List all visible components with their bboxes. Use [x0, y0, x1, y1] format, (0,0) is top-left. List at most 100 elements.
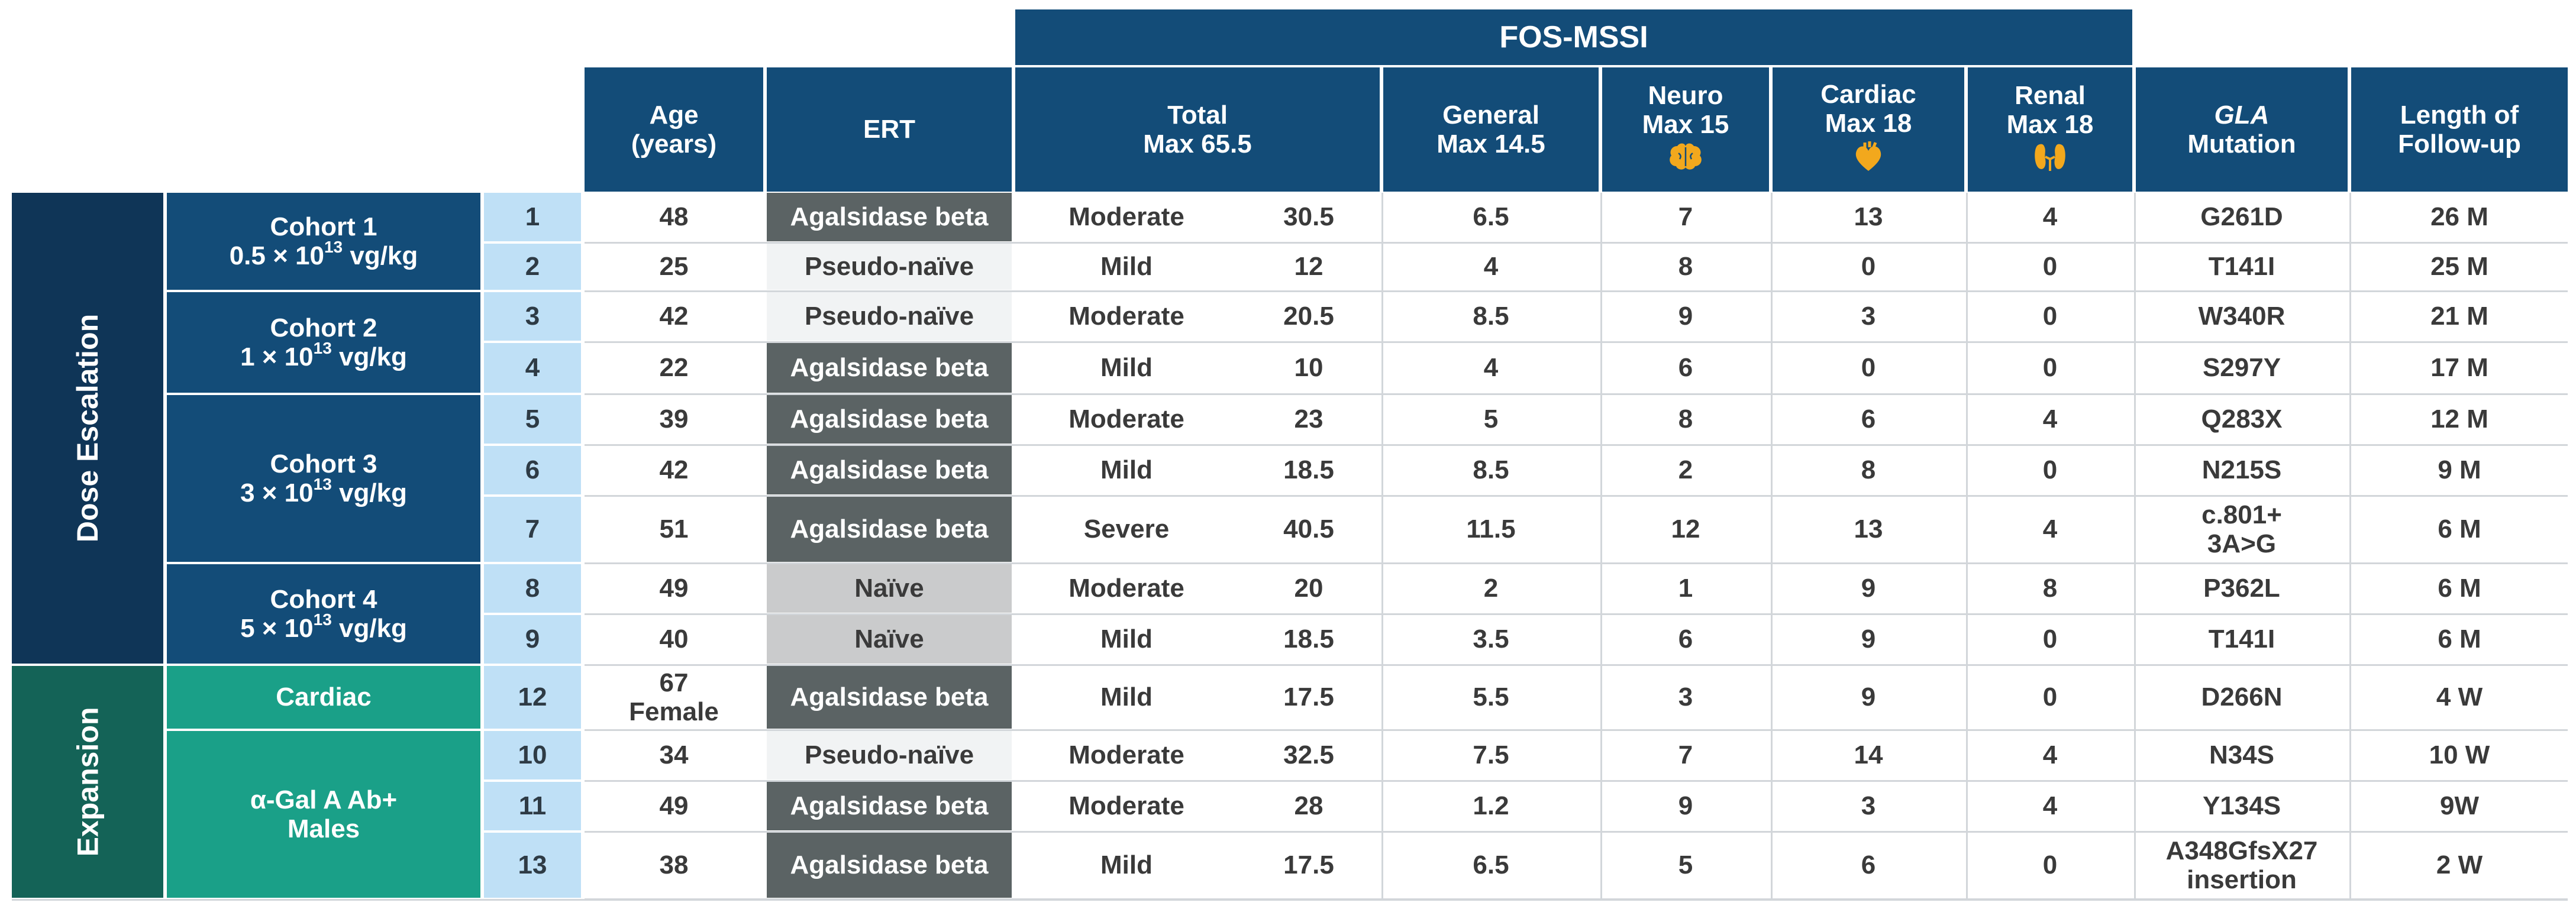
- severity-value: Mild: [1100, 682, 1153, 712]
- patient-id: 4: [525, 353, 540, 383]
- general-cell: 4: [1383, 244, 1599, 290]
- cohort-4-name: Cohort 4: [270, 584, 377, 614]
- gla-mutation-value: S297Y: [2202, 353, 2281, 383]
- ert-cell: Naïve: [767, 615, 1012, 664]
- followup-value: 10 W: [2429, 740, 2490, 770]
- followup-cell: 2 W: [2351, 833, 2568, 898]
- age-cell: 40: [585, 615, 763, 664]
- total-cell: 17.5: [1238, 833, 1380, 898]
- age-cell: 22: [585, 343, 763, 393]
- followup-header-line1: Length of: [2400, 100, 2519, 130]
- gla-mutation-value: A348GfsX27: [2165, 836, 2318, 865]
- followup-value: 26 M: [2430, 202, 2488, 232]
- row-divider: [585, 495, 2568, 497]
- neuro-cell: 6: [1602, 615, 1769, 664]
- total-value: 20.5: [1283, 302, 1334, 331]
- gla-header-line2: Mutation: [2187, 130, 2296, 158]
- followup-value: 4 W: [2436, 682, 2483, 712]
- ert-value: Agalsidase beta: [790, 455, 989, 485]
- ert-cell: Pseudo-naïve: [767, 731, 1012, 779]
- age-cell: 39: [585, 395, 763, 444]
- renal-value: 0: [2042, 302, 2058, 331]
- general-cell: 5.5: [1383, 666, 1599, 729]
- patient-id-cell: 9: [484, 615, 581, 664]
- ert-value: Agalsidase beta: [790, 682, 989, 712]
- gla-mutation-value-line2: 3A>G: [2207, 529, 2277, 558]
- severity-cell: Mild: [1015, 833, 1238, 898]
- total-cell: 23: [1238, 395, 1380, 444]
- patient-id: 1: [525, 202, 540, 232]
- gla-mutation-cell: W340R: [2136, 292, 2348, 341]
- age-header-line1: Age: [649, 100, 699, 130]
- gla-mutation-cell: T141I: [2136, 244, 2348, 290]
- cardiac-value: 3: [1861, 302, 1876, 331]
- cohort-gal-ab-positive: α-Gal A Ab+ Males: [167, 731, 480, 898]
- general-value: 8.5: [1473, 455, 1509, 485]
- renal-cell: 4: [1968, 782, 2132, 830]
- gla-mutation-cell: c.801+ 3A>G: [2136, 497, 2348, 562]
- row-divider: [585, 831, 2568, 833]
- renal-cell: 0: [1968, 244, 2132, 290]
- cardiac-cell: 6: [1773, 395, 1964, 444]
- patient-id: 3: [525, 302, 540, 331]
- renal-value: 4: [2042, 740, 2058, 770]
- neuro-cell: 8: [1602, 244, 1769, 290]
- cohort-3-dose-exponent: 13: [313, 475, 332, 494]
- cardiac-value: 0: [1861, 353, 1876, 383]
- general-cell: 8.5: [1383, 446, 1599, 494]
- age-value: 42: [659, 302, 689, 331]
- neuro-cell: 3: [1602, 666, 1769, 729]
- severity-cell: Moderate: [1015, 193, 1238, 241]
- age-value: 48: [659, 202, 689, 232]
- total-header-line2: Max 65.5: [1143, 130, 1252, 158]
- patient-id-cell: 7: [484, 497, 581, 562]
- gla-mutation-value: N215S: [2201, 455, 2282, 485]
- patient-id: 8: [525, 574, 540, 603]
- severity-value: Mild: [1100, 455, 1153, 485]
- patient-id: 13: [518, 850, 547, 880]
- renal-value: 0: [2042, 353, 2058, 383]
- renal-value: 0: [2042, 625, 2058, 654]
- general-header-line2: Max 14.5: [1437, 130, 1545, 158]
- total-cell: 18.5: [1238, 446, 1380, 494]
- cohort-3-name: Cohort 3: [270, 449, 377, 478]
- followup-value: 6 M: [2438, 574, 2481, 603]
- total-cell: 17.5: [1238, 666, 1380, 729]
- severity-cell: Moderate: [1015, 292, 1238, 341]
- age-cell: 49: [585, 782, 763, 830]
- general-cell: 11.5: [1383, 497, 1599, 562]
- age-value: 42: [659, 455, 689, 485]
- cardiac-value: 8: [1861, 455, 1876, 485]
- patient-id-cell: 13: [484, 833, 581, 898]
- gla-mutation-cell: P362L: [2136, 564, 2348, 613]
- patient-id: 9: [525, 625, 540, 654]
- neuro-value: 7: [1678, 740, 1693, 770]
- gla-mutation-value: Y134S: [2202, 791, 2281, 821]
- brain-icon: [1667, 141, 1705, 178]
- patient-id-cell: 8: [484, 564, 581, 613]
- total-value: 20: [1294, 574, 1323, 603]
- general-cell: 6.5: [1383, 833, 1599, 898]
- severity-value: Moderate: [1069, 202, 1184, 232]
- total-value: 17.5: [1283, 682, 1334, 712]
- ert-cell: Agalsidase beta: [767, 497, 1012, 562]
- ert-value: Agalsidase beta: [790, 791, 989, 821]
- general-value: 6.5: [1473, 850, 1509, 880]
- cardiac-value: 3: [1861, 791, 1876, 821]
- gla-mutation-cell: N215S: [2136, 446, 2348, 494]
- cohort-2-name: Cohort 2: [270, 313, 377, 342]
- followup-cell: 12 M: [2351, 395, 2568, 444]
- renal-cell: 0: [1968, 615, 2132, 664]
- total-value: 23: [1294, 405, 1323, 434]
- neuro-value: 3: [1678, 682, 1693, 712]
- neuro-value: 9: [1678, 791, 1693, 821]
- cohort-2: Cohort 2 1 × 1013 vg/kg: [167, 292, 480, 393]
- cardiac-cell: 0: [1773, 343, 1964, 393]
- patient-id: 5: [525, 405, 540, 434]
- followup-cell: 9W: [2351, 782, 2568, 830]
- patient-id: 12: [518, 682, 547, 712]
- total-cell: 20.5: [1238, 292, 1380, 341]
- followup-value: 21 M: [2430, 302, 2488, 331]
- general-value: 2: [1483, 574, 1499, 603]
- renal-cell: 0: [1968, 343, 2132, 393]
